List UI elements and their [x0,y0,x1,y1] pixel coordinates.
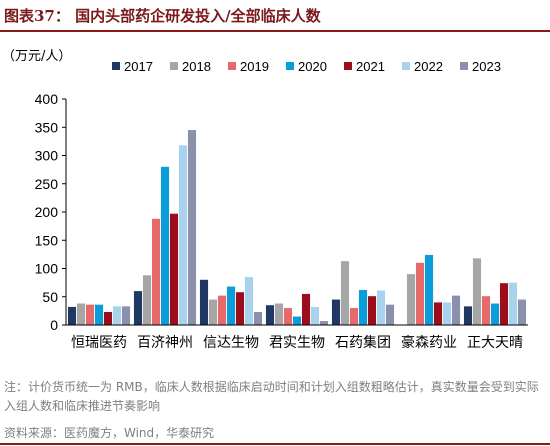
legend-label-2020: 2020 [298,59,327,74]
legend-swatch-2019 [228,62,236,70]
bar-豪森药业-2019 [415,262,425,325]
legend-swatch-2021 [344,62,352,70]
bar-石药集团-2023 [385,304,395,325]
bar-石药集团-2019 [349,308,359,325]
bar-君实生物-2017 [265,305,275,325]
bar-恒瑞医药-2020 [94,304,104,325]
bar-信达生物-2021 [235,292,245,325]
bar-石药集团-2020 [358,289,368,325]
y-axis: 0 50 100 150 200 250 300 350 400 [35,91,67,333]
bar-信达生物-2018 [208,299,218,325]
y-axis-label: （万元/人） [2,49,71,64]
bar-正大天晴-2020 [490,303,500,325]
y-tick-label: 300 [35,148,59,164]
bar-恒瑞医药-2023 [121,306,131,325]
x-tick-label: 信达生物 [203,335,259,351]
bar-豪森药业-2020 [424,254,434,325]
bar-恒瑞医药-2022 [112,306,122,325]
x-tick-label: 石药集团 [335,334,391,351]
legend-label-2018: 2018 [182,59,211,74]
x-tick-label: 正大天晴 [467,335,523,351]
legend-swatch-2023 [460,62,468,70]
legend-label-2021: 2021 [356,59,385,74]
y-tick-label: 350 [35,119,59,135]
title-divider [0,30,550,32]
bar-百济神州-2023 [187,130,197,325]
y-tick-label: 250 [35,176,59,192]
bar-百济神州-2019 [151,218,161,325]
bar-豪森药业-2018 [406,274,416,325]
x-tick-label: 豪森药业 [401,335,457,351]
bar-豪森药业-2021 [433,302,443,325]
figure-title: 图表37： 国内头部药企研发投入/全部临床人数 [4,7,321,25]
y-tick-label: 200 [35,204,59,220]
bar-百济神州-2017 [133,291,143,325]
bar-君实生物-2022 [310,306,320,325]
bar-正大天晴-2019 [481,296,491,325]
bar-石药集团-2022 [376,290,386,325]
bar-君实生物-2021 [301,293,311,325]
bar-正大天晴-2021 [499,283,509,325]
bar-信达生物-2019 [217,295,227,325]
bar-正大天晴-2022 [508,282,518,325]
legend-label-2019: 2019 [240,59,269,74]
bar-恒瑞医药-2017 [67,306,77,325]
legend-swatch-2017 [112,62,120,70]
legend-swatch-2022 [402,62,410,70]
bar-恒瑞医药-2019 [85,304,95,325]
bar-君实生物-2023 [319,321,329,325]
bar-百济神州-2022 [178,145,188,325]
bar-石药集团-2021 [367,296,377,325]
bar-君实生物-2020 [292,316,302,325]
x-tick-label: 恒瑞医药 [71,335,127,351]
bar-君实生物-2018 [274,303,284,325]
bar-恒瑞医药-2018 [76,303,86,325]
bar-百济神州-2020 [160,166,170,325]
legend-swatch-2020 [286,62,294,70]
y-tick-label: 0 [50,317,58,333]
x-axis: 恒瑞医药 百济神州 信达生物 君实生物 石药集团 豪森药业 正大天晴 [66,324,528,351]
legend: 2017 2018 2019 2020 2021 2022 2023 [112,59,501,74]
bar-豪森药业-2023 [451,295,461,325]
y-tick-label: 100 [35,261,59,277]
legend-label-2023: 2023 [472,59,501,74]
bar-正大天晴-2018 [472,258,482,325]
bar-石药集团-2018 [340,261,350,325]
x-tick-label: 君实生物 [269,335,325,351]
bar-石药集团-2017 [331,299,341,325]
bar-信达生物-2020 [226,286,236,325]
bar-正大天晴-2023 [517,299,527,325]
y-tick-label: 50 [42,289,58,305]
bar-百济神州-2018 [142,275,152,325]
legend-label-2017: 2017 [124,59,153,74]
bar-豪森药业-2022 [442,302,452,325]
bar-信达生物-2023 [253,312,263,325]
bar-恒瑞医药-2021 [103,312,113,325]
legend-swatch-2018 [170,62,178,70]
x-tick-label: 百济神州 [137,335,193,351]
legend-label-2022: 2022 [414,59,443,74]
source-note: 资料来源：医药魔方，Wind，华泰研究 [4,426,215,440]
bar-百济神州-2021 [169,213,179,325]
footnote: 注：计价货币统一为 RMB，临床人数根据临床启动时间和计划入组数粗略估计，真实数… [4,380,539,413]
bottom-divider [0,443,550,445]
bar-信达生物-2022 [244,276,254,325]
y-tick-label: 400 [35,91,59,107]
bar-正大天晴-2017 [463,306,473,325]
bars [67,130,527,325]
bar-信达生物-2017 [199,279,209,325]
y-tick-label: 150 [35,232,59,248]
title-bar: 图表37： 国内头部药企研发投入/全部临床人数 [0,0,550,32]
bar-chart: （万元/人） 2017 2018 2019 2020 2021 2022 2023 0 50 1… [2,49,528,351]
bar-君实生物-2019 [283,308,293,325]
